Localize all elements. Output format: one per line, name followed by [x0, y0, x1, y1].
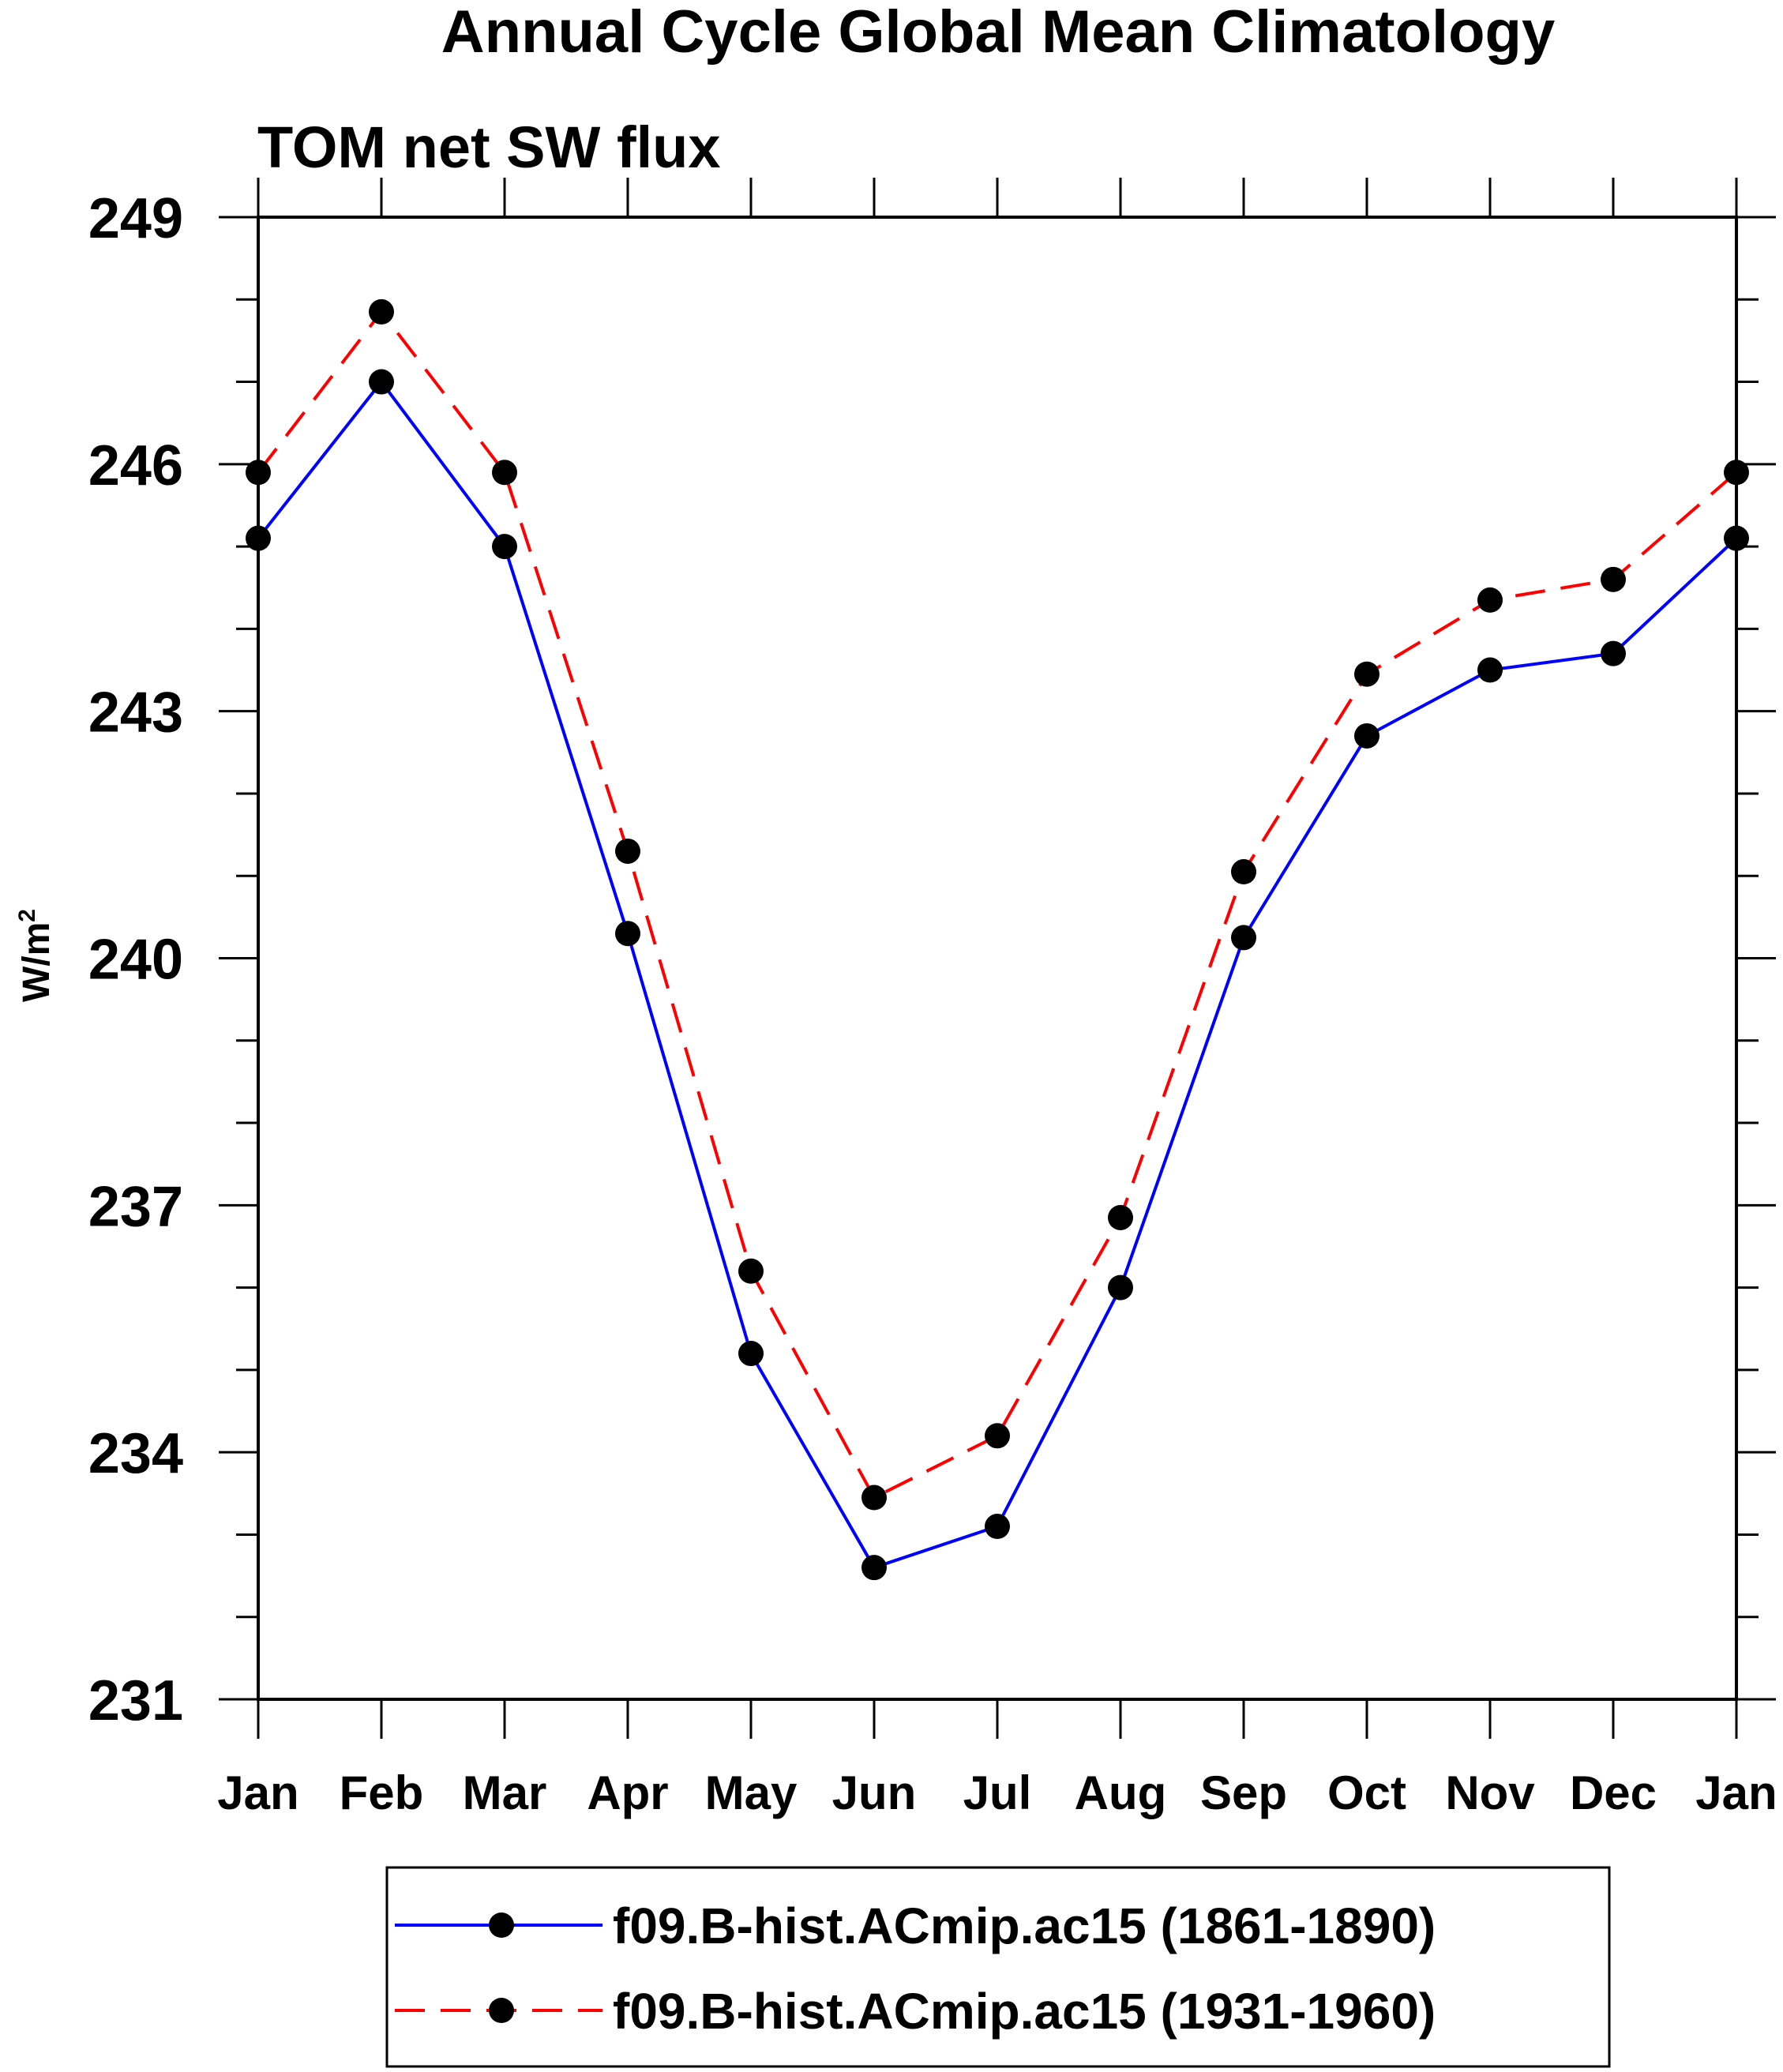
data-point-series-1 [1601, 640, 1626, 666]
data-point-series-1 [1231, 925, 1256, 951]
x-tick-label: Mar [463, 1766, 547, 1819]
data-point-series-2 [985, 1423, 1010, 1449]
data-point-series-2 [369, 298, 394, 325]
axes-layer: 231 234 237 240 243 246 249 Jan Feb Mar Apr May Jun J… [88, 178, 1777, 1819]
x-tick-label: Apr [587, 1766, 668, 1819]
y-tick-label: 243 [88, 681, 183, 745]
data-point-series-2 [246, 460, 271, 486]
data-point-series-1 [492, 534, 517, 560]
data-point-series-2 [861, 1485, 887, 1511]
data-point-series-1 [1354, 723, 1379, 749]
data-point-series-1 [985, 1514, 1010, 1540]
x-tick-label: Jul [963, 1766, 1032, 1819]
legend-marker-2 [489, 1998, 514, 2023]
data-point-series-2 [1354, 661, 1379, 687]
y-axis-label-unit: W/m [16, 922, 58, 1002]
x-tick-label: May [705, 1766, 798, 1819]
y-tick-label: 249 [88, 187, 183, 250]
data-point-series-2 [1724, 460, 1749, 486]
x-tick-label: Jan [217, 1766, 298, 1819]
data-point-series-1 [246, 525, 271, 551]
x-tick-label: Dec [1570, 1766, 1657, 1819]
y-tick-label: 231 [88, 1669, 183, 1732]
y-tick-label: 237 [88, 1175, 183, 1238]
data-point-series-2 [492, 460, 517, 486]
y-tick-label: 234 [88, 1422, 183, 1485]
data-point-series-2 [1477, 587, 1503, 613]
chart-subtitle: TOM net SW flux [257, 114, 721, 180]
series-layer [246, 298, 1749, 1581]
legend-label-2: f09.B-hist.ACmip.ac15 (1931-1960) [613, 1983, 1436, 2040]
series-line-2 [257, 309, 1738, 1500]
data-point-series-1 [369, 369, 394, 395]
data-point-series-2 [1231, 859, 1256, 885]
data-point-series-2 [1601, 566, 1626, 592]
data-point-series-2 [1108, 1204, 1133, 1230]
y-axis-label: W/m2 [14, 909, 58, 1002]
x-tick-label: Oct [1327, 1766, 1406, 1819]
x-tick-label: Nov [1445, 1766, 1535, 1819]
x-tick-label: Aug [1075, 1766, 1167, 1819]
data-point-series-1 [615, 921, 640, 947]
legend-box [385, 1866, 1611, 2068]
x-tick-label: Feb [340, 1766, 424, 1819]
chart-title: Annual Cycle Global Mean Climatology [441, 0, 1555, 66]
data-point-series-1 [1108, 1274, 1133, 1301]
series-line-1 [257, 379, 1738, 1570]
data-point-series-1 [1477, 657, 1503, 683]
x-tick-label: Sep [1200, 1766, 1287, 1819]
data-point-series-1 [738, 1341, 764, 1367]
data-point-series-1 [861, 1555, 887, 1581]
legend-marker-1 [489, 1912, 514, 1938]
x-tick-label: Jun [832, 1766, 917, 1819]
y-tick-label: 246 [88, 434, 183, 497]
y-axis-label-exponent: 2 [14, 909, 40, 922]
data-point-series-2 [615, 838, 640, 864]
data-point-series-2 [738, 1258, 764, 1284]
x-tick-label: Jan [1695, 1766, 1777, 1819]
y-tick-label: 240 [88, 929, 183, 992]
plot-frame [257, 216, 1738, 1701]
legend: f09.B-hist.ACmip.ac15 (1861-1890) f09.B-h… [385, 1866, 1611, 2068]
legend-label-1: f09.B-hist.ACmip.ac15 (1861-1890) [613, 1897, 1436, 1954]
data-point-series-1 [1724, 525, 1749, 551]
